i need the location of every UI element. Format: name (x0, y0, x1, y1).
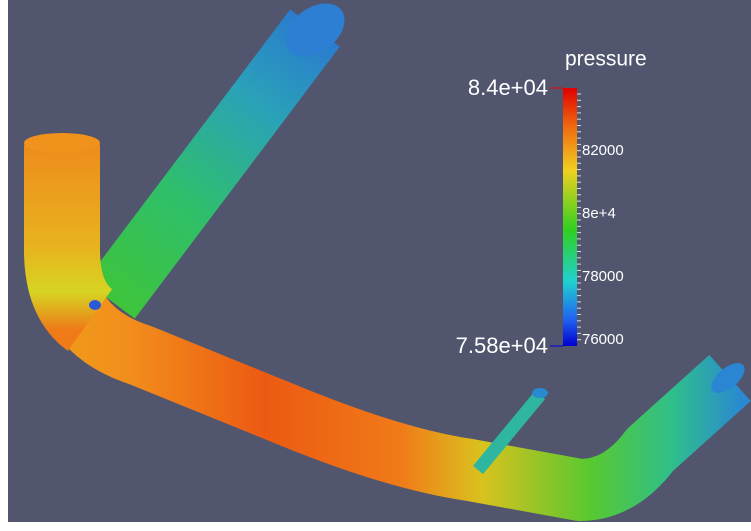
left-cap (24, 133, 100, 153)
tick-label: 8e+4 (582, 205, 616, 222)
tick-label: 76000 (582, 331, 624, 348)
colorbar (563, 88, 577, 346)
max-label: 8.4e+04 (468, 75, 548, 100)
colorbar-title: pressure (565, 48, 647, 71)
left-pipe (62, 145, 90, 320)
render-view: pressure 8.4e+04 7.58e+04 82000 8e+4 780… (0, 0, 751, 531)
branch-cap (532, 388, 548, 398)
tick-label: 78000 (582, 268, 624, 285)
min-label: 7.58e+04 (456, 333, 548, 358)
low-spot (89, 300, 101, 310)
tick-label: 82000 (582, 142, 624, 159)
